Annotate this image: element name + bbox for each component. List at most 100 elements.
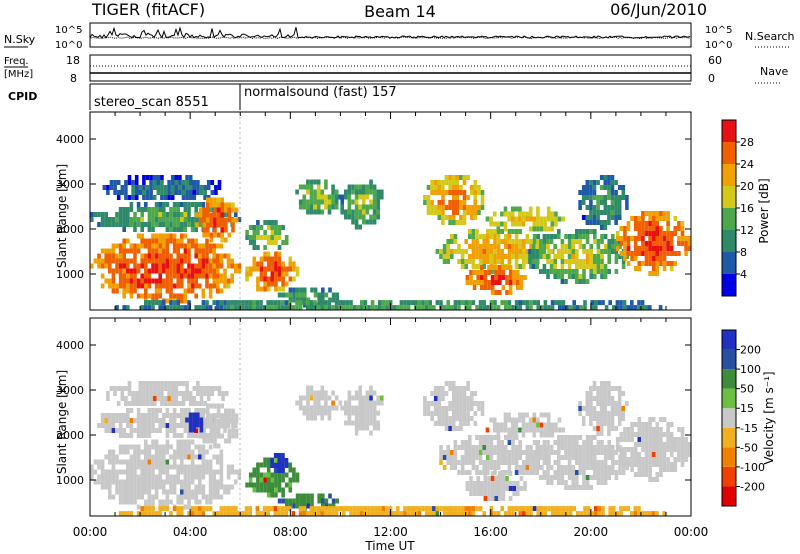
x-tick-label: 16:00 <box>473 525 508 539</box>
power-region-12 <box>465 265 527 295</box>
velocity-colorbar-swatch <box>722 388 736 409</box>
x-tick-label: 00:00 <box>73 525 108 539</box>
power-heatmap-cells <box>90 175 692 311</box>
velocity-panel: Slant Range [km] 1000 2000 3000 4000 <box>55 317 692 517</box>
date-label: 06/Jun/2010 <box>610 0 707 19</box>
velocity-colorbar-label: Velocity [m s⁻¹] <box>762 371 776 464</box>
velocity-region-4 <box>185 412 204 433</box>
nsky-tick-top: 10^5 <box>55 25 82 36</box>
nave-tick-top: 60 <box>708 54 722 67</box>
power-colorbar-swatch <box>722 164 736 186</box>
power-colorbar-swatch <box>722 252 736 274</box>
power-colorbar: 4 8 12 16 20 24 28 <box>721 119 754 297</box>
velocity-region-17 <box>118 506 666 517</box>
velocity-region-13 <box>465 471 527 501</box>
velocity-colorbar-swatch <box>722 447 736 467</box>
velocity-colorbar-tick-label: -200 <box>740 480 765 493</box>
power-region-8 <box>340 179 384 230</box>
nave-tick-bottom: 0 <box>708 72 715 85</box>
x-tick-label: 12:00 <box>373 525 408 539</box>
y-tick-label: 3000 <box>56 178 84 191</box>
velocity-y-axis-label: Slant Range [km] <box>55 370 69 474</box>
nsearch-label: N.Search <box>745 30 795 43</box>
velocity-colorbar-tick-label: -15 <box>740 422 758 435</box>
power-colorbar-tick-label: 20 <box>740 180 754 193</box>
x-tick-label: 08:00 <box>273 525 308 539</box>
cpid-segment-1: stereo_scan 8551 <box>94 95 209 110</box>
nsky-frame <box>89 22 692 48</box>
nsearch-tick-top: 10^5 <box>705 25 732 36</box>
freq-tick-bottom: 8 <box>70 72 77 85</box>
cpid-segment-2: normalsound (fast) 157 <box>244 85 397 100</box>
power-colorbar-tick-label: 12 <box>740 224 754 237</box>
nsky-tick-bottom: 10^0 <box>55 40 82 51</box>
velocity-colorbar-swatch <box>722 369 736 389</box>
x-tick-label: 00:00 <box>674 525 709 539</box>
y-tick-label: 1000 <box>56 474 84 487</box>
power-colorbar-tick-label: 28 <box>740 136 754 149</box>
velocity-region-2 <box>106 381 229 406</box>
nsky-label: N.Sky <box>4 33 36 46</box>
power-region-7 <box>295 179 343 215</box>
power-colorbar-tick-label: 8 <box>740 246 747 259</box>
power-colorbar-label: Power [dB] <box>757 178 771 243</box>
power-region-15 <box>578 175 629 230</box>
y-tick-label: 3000 <box>56 384 84 397</box>
cpid-label: CPID <box>8 90 37 103</box>
velocity-colorbar-swatch <box>722 349 736 370</box>
velocity-colorbar-tick-label: 50 <box>740 383 754 396</box>
y-tick-label: 2000 <box>56 429 84 442</box>
freq-strip: Freq. [MHz] 18 8 60 0 Nave <box>4 54 788 85</box>
power-colorbar-swatch <box>722 230 736 252</box>
power-y-ticks: 1000 2000 3000 4000 <box>56 133 691 281</box>
figure-title: TIGER (fitACF) <box>91 0 205 19</box>
velocity-colorbar-swatch <box>722 466 736 487</box>
velocity-colorbar-tick-label: -50 <box>740 441 758 454</box>
power-region-13 <box>528 229 629 284</box>
velocity-colorbar-tick-label: 200 <box>740 344 761 357</box>
velocity-colorbar: -200 -100 -50 -15 15 50 100 200 <box>721 329 765 507</box>
freq-unit: [MHz] <box>4 69 33 80</box>
power-region-3 <box>195 197 239 243</box>
time-axis-labels: 00:00 04:00 08:00 12:00 16:00 20:00 00:00 <box>73 525 709 539</box>
velocity-colorbar-swatch <box>722 408 736 428</box>
nsky-strip: N.Sky 10^5 10^0 10^5 10^0 N.Search <box>4 22 795 51</box>
velocity-region-11 <box>485 412 565 438</box>
power-region-4 <box>245 251 300 292</box>
velocity-region-15 <box>615 417 692 482</box>
power-colorbar-swatch <box>722 142 736 164</box>
freq-label: Freq. <box>4 56 29 67</box>
velocity-heatmap-cells <box>90 381 692 517</box>
velocity-colorbar-swatch <box>722 427 736 448</box>
power-colorbar-tick-label: 24 <box>740 158 754 171</box>
power-colorbar-tick-label: 16 <box>740 202 754 215</box>
nsearch-trace <box>89 36 690 40</box>
x-tick-label: 20:00 <box>574 525 609 539</box>
velocity-colorbar-tick-label: 100 <box>740 363 761 376</box>
power-colorbar-swatch <box>722 120 736 142</box>
y-tick-label: 2000 <box>56 223 84 236</box>
power-region-5 <box>245 220 289 250</box>
nsky-trace <box>89 26 691 39</box>
y-tick-label: 4000 <box>56 133 84 146</box>
power-colorbar-swatch <box>722 208 736 230</box>
velocity-x-ticks <box>89 318 692 516</box>
beam-label: Beam 14 <box>364 2 436 21</box>
power-region-14 <box>615 211 692 276</box>
velocity-region-14 <box>528 435 629 490</box>
x-tick-label: 04:00 <box>173 525 208 539</box>
y-tick-label: 4000 <box>56 339 84 352</box>
velocity-region-10 <box>423 381 485 431</box>
y-tick-label: 1000 <box>56 268 84 281</box>
power-region-2 <box>102 175 222 200</box>
velocity-region-8 <box>295 385 343 421</box>
velocity-region-0 <box>90 439 242 510</box>
power-x-ticks <box>89 112 692 310</box>
power-region-10 <box>485 206 565 232</box>
power-y-axis-label: Slant Range [km] <box>55 164 69 268</box>
cpid-strip: CPID stereo_scan 8551 normalsound (fast)… <box>8 83 691 110</box>
velocity-colorbar-swatch <box>722 330 736 350</box>
velocity-colorbar-swatch <box>722 486 736 506</box>
velocity-colorbar-frame <box>721 329 737 507</box>
